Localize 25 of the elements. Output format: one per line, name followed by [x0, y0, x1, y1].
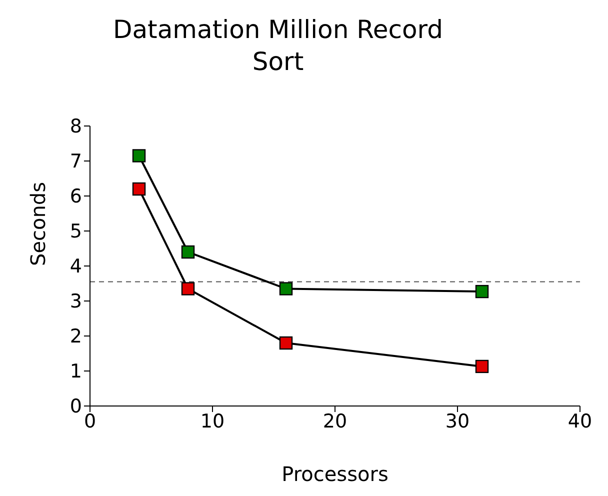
y-tick-label: 5 [70, 220, 82, 243]
chart-title: Datamation Million Record Sort [112, 14, 444, 78]
point [279, 336, 293, 350]
x-axis-title: Processors [282, 462, 388, 486]
point [132, 182, 146, 196]
x-tick-label: 30 [445, 410, 470, 432]
y-tick-label: 3 [70, 290, 82, 313]
y-axis-title: Seconds [26, 182, 50, 266]
x-tick-label: 40 [568, 410, 592, 432]
y-tick-label: 4 [70, 256, 82, 278]
x-tick-label: 0 [84, 410, 96, 432]
y-tick-label: 8 [70, 116, 82, 138]
y-tick-label: 6 [70, 186, 82, 208]
y-tick-label: 2 [70, 326, 82, 348]
y-tick-label: 1 [70, 360, 82, 383]
x-tick-label: 10 [200, 410, 225, 432]
point [181, 282, 195, 296]
y-tick-label: 0 [70, 396, 82, 418]
point [475, 360, 489, 374]
point [475, 284, 489, 298]
x-tick-label: 20 [322, 410, 348, 432]
point [132, 149, 146, 162]
y-tick-label: 7 [70, 150, 82, 173]
point [181, 245, 195, 259]
point [279, 282, 293, 296]
